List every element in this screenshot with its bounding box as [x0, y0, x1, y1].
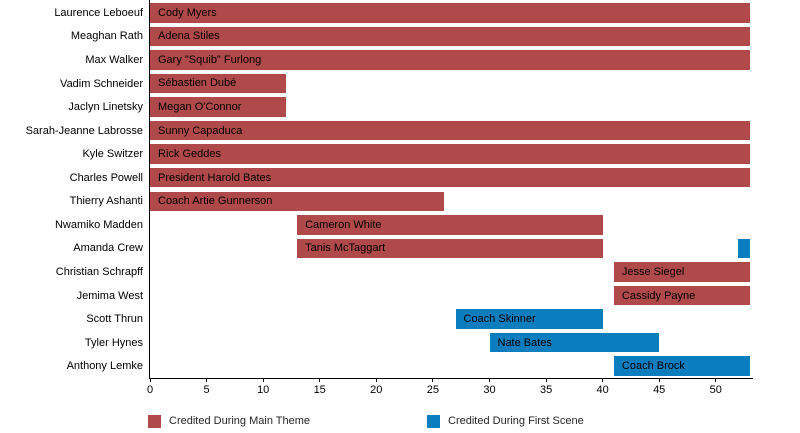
bar-first-scene: Coach Brock [613, 356, 750, 376]
y-axis-label: Vadim Schneider [60, 77, 143, 90]
y-axis-label: Amanda Crew [73, 242, 143, 255]
x-tick-label: 15 [313, 384, 326, 396]
y-axis-label: Kyle Switzer [82, 148, 143, 161]
x-tick-label: 25 [426, 384, 440, 396]
x-tick-label: 20 [370, 384, 383, 396]
bar-label: Megan O'Connor [158, 101, 242, 114]
bar-label: Sunny Capaduca [158, 124, 243, 137]
x-tick [206, 378, 208, 382]
x-tick-label: 30 [483, 384, 496, 396]
bar-label: Sébastien Dubé [158, 77, 237, 90]
x-axis-line [149, 378, 753, 379]
x-tick [149, 378, 151, 382]
bar-main-theme: Cody Myers [150, 3, 750, 23]
legend-label-first-scene: Credited During First Scene [448, 415, 584, 427]
bar-main-theme: Adena Stiles [150, 26, 750, 47]
bar-main-theme: Megan O'Connor [150, 97, 286, 117]
y-axis-label: Scott Thrun [86, 313, 143, 326]
bar-main-theme: Cameron White [297, 215, 603, 235]
x-tick-label: 10 [257, 384, 270, 396]
x-tick [319, 378, 321, 382]
bar-main-theme: Sébastien Dubé [150, 73, 286, 94]
x-tick [489, 378, 490, 382]
y-axis-label: Sarah-Jeanne Labrosse [25, 124, 143, 137]
bar-main-theme: Tanis McTaggart [297, 238, 603, 259]
bar-main-theme: Rick Geddes [150, 144, 750, 164]
bar-label: Cassidy Payne [621, 289, 696, 302]
bar-label: Coach Brock [621, 360, 685, 373]
bar-first-scene [738, 238, 750, 259]
bar-first-scene: Coach Skinner [455, 309, 603, 329]
y-axis-label: Meaghan Rath [70, 30, 143, 43]
legend-label-main-theme: Credited During Main Theme [169, 415, 311, 427]
x-tick-label: 35 [539, 384, 553, 396]
x-tick [658, 378, 660, 382]
x-tick [602, 378, 604, 382]
bar-label: President Harold Bates [158, 171, 272, 184]
y-axis-label: Nwamiko Madden [54, 218, 143, 231]
bar-main-theme: Coach Artie Gunnerson [150, 191, 445, 212]
bar-label: Cameron White [305, 218, 382, 231]
first-scene-swatch [427, 414, 440, 428]
y-axis-label: Jemima West [76, 289, 143, 302]
y-axis-label: Christian Schrapff [55, 266, 143, 278]
y-axis-label: Anthony Lemke [66, 360, 143, 373]
y-axis-line [149, 0, 150, 378]
x-tick [545, 378, 547, 382]
bar-main-theme: Cassidy Payne [613, 285, 750, 306]
y-axis-label: Thierry Ashanti [69, 195, 143, 208]
bar-main-theme: Gary "Squib" Furlong [150, 50, 750, 70]
main-theme-swatch [148, 414, 161, 428]
bar-label: Gary "Squib" Furlong [158, 53, 262, 66]
bar-label: Cody Myers [158, 6, 217, 19]
bar-label: Tanis McTaggart [305, 242, 386, 255]
y-axis-label: Laurence Leboeuf [54, 6, 143, 19]
legend-item-first-scene: Credited During First Scene [427, 414, 584, 428]
bar-main-theme: Sunny Capaduca [150, 120, 750, 141]
x-tick-label: 40 [596, 384, 609, 396]
bar-label: Rick Geddes [158, 148, 221, 161]
y-axis-label: Charles Powell [69, 171, 143, 184]
bar-label: Nate Bates [497, 336, 552, 349]
x-tick [715, 378, 717, 382]
bar-first-scene: Nate Bates [489, 332, 660, 353]
y-axis-label: Jaclyn Linetsky [68, 101, 143, 113]
y-axis-label: Tyler Hynes [84, 336, 143, 349]
legend-item-main-theme: Credited During Main Theme [148, 414, 310, 428]
bar-main-theme: President Harold Bates [150, 167, 750, 188]
x-tick-label: 5 [203, 384, 210, 396]
x-tick-label: 50 [709, 384, 722, 396]
bar-label: Coach Skinner [463, 313, 536, 326]
bar-label: Coach Artie Gunnerson [158, 195, 273, 208]
bar-label: Jesse Siegel [621, 265, 685, 278]
bar-main-theme: Jesse Siegel [613, 262, 750, 282]
x-tick-label: 45 [653, 384, 666, 396]
x-tick [262, 378, 264, 382]
x-tick-label: 0 [146, 384, 154, 396]
x-tick [432, 378, 434, 382]
bar-label: Adena Stiles [158, 30, 220, 43]
x-tick [375, 378, 377, 382]
y-axis-label: Max Walker [85, 53, 143, 66]
